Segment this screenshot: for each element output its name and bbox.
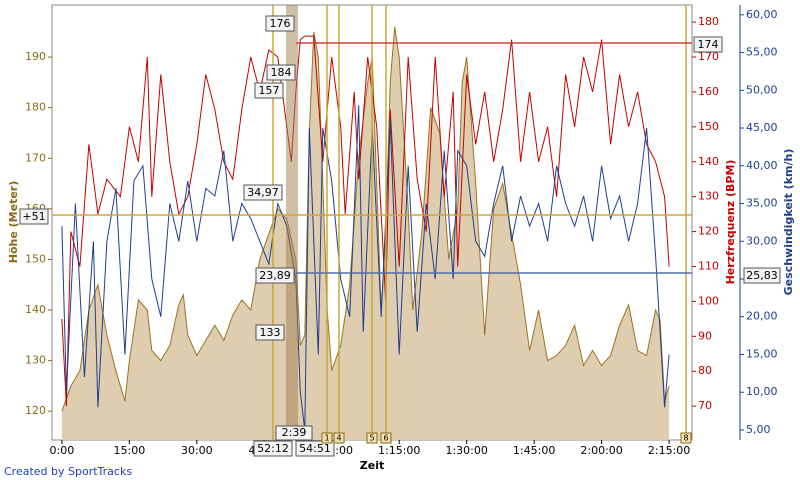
- y3-tick-label: 45,00: [746, 121, 778, 134]
- x-tick-label: 30:00: [181, 444, 213, 457]
- y2-axis-title: Herzfrequenz (BPM): [724, 160, 737, 285]
- annotation-box: 157: [254, 82, 284, 99]
- annotation: 52:12: [257, 442, 289, 455]
- annotation-box: 25,83: [743, 267, 781, 284]
- y3-tick-label: 5,00: [746, 423, 771, 436]
- y-tick-label: 130: [25, 354, 46, 367]
- annotation-box: 133: [255, 324, 285, 341]
- y2-tick-label: 90: [698, 329, 712, 342]
- plot-layer: [61, 26, 670, 441]
- marker-label: 8: [683, 434, 688, 443]
- y2-tick-label: 150: [698, 120, 719, 133]
- annotation: 176: [270, 17, 291, 30]
- y3-tick-label: 60,00: [746, 8, 778, 21]
- y2-tick-label: 180: [698, 15, 719, 28]
- axes: 0:0015:0030:0045:001:00:001:15:001:30:00…: [25, 5, 778, 457]
- annotation-box: 54:51: [295, 440, 335, 457]
- y2-tick-label: 130: [698, 190, 719, 203]
- selection: [286, 5, 298, 440]
- y2-tick-label: 160: [698, 85, 719, 98]
- credit: Created by SportTracks: [4, 465, 132, 478]
- x-tick-label: 0:00: [50, 444, 75, 457]
- marker-label: 4: [336, 434, 341, 443]
- annotation: 54:51: [299, 442, 331, 455]
- y3-tick-label: 55,00: [746, 46, 778, 59]
- x-tick-label: 2:15:00: [648, 444, 690, 457]
- y-tick-label: 190: [25, 50, 46, 63]
- y3-tick-label: 35,00: [746, 197, 778, 210]
- y2-tick-label: 120: [698, 225, 719, 238]
- y3-tick-label: 50,00: [746, 83, 778, 96]
- annotation: 157: [259, 84, 280, 97]
- annotation-box: 34,97: [243, 184, 283, 201]
- marker-tag: 4: [333, 432, 345, 444]
- annotation: +51: [22, 210, 45, 223]
- annotation-box: 2:39: [275, 425, 313, 441]
- annotation: 174: [698, 38, 719, 51]
- y3-tick-label: 10,00: [746, 385, 778, 398]
- annotation: 184: [271, 66, 292, 79]
- y-tick-label: 170: [25, 151, 46, 164]
- annotation-box: 184: [266, 64, 296, 81]
- y2-tick-label: 100: [698, 294, 719, 307]
- series-line: [61, 105, 670, 431]
- x-axis-title: Zeit: [360, 459, 384, 472]
- y3-axis-title: Geschwindigkeit (km/h): [782, 149, 795, 296]
- y-tick-label: 120: [25, 404, 46, 417]
- annotation-box: 52:12: [253, 440, 293, 457]
- y-axis-title: Höhe (Meter): [7, 181, 20, 264]
- y-tick-label: 150: [25, 252, 46, 265]
- y3-tick-label: 15,00: [746, 347, 778, 360]
- marker-label: 1: [324, 434, 329, 443]
- marker-label: 5: [369, 434, 374, 443]
- x-tick-label: 1:15:00: [378, 444, 420, 457]
- marker-tag: 5: [366, 432, 378, 444]
- y2-tick-label: 170: [698, 50, 719, 63]
- annotation-box: +51: [19, 208, 49, 225]
- annotation: 25,83: [746, 269, 778, 282]
- y3-tick-label: 20,00: [746, 310, 778, 323]
- marker-label: 6: [383, 434, 388, 443]
- y2-tick-label: 80: [698, 364, 712, 377]
- y2-tick-label: 110: [698, 259, 719, 272]
- annotation: 133: [260, 326, 281, 339]
- annotation: 23,89: [259, 269, 291, 282]
- x-tick-label: 1:45:00: [513, 444, 555, 457]
- y-tick-label: 180: [25, 101, 46, 114]
- x-tick-label: 1:30:00: [445, 444, 487, 457]
- x-tick-label: 2:00:00: [580, 444, 622, 457]
- marker-tag: 6: [380, 432, 392, 444]
- series-line: [61, 35, 670, 407]
- y3-tick-label: 30,00: [746, 234, 778, 247]
- y2-tick-label: 140: [698, 155, 719, 168]
- annotation-box: 174: [693, 36, 723, 53]
- marker-tag: 8: [680, 432, 692, 444]
- y2-tick-label: 70: [698, 399, 712, 412]
- annotation-box: 176: [265, 15, 295, 32]
- y3-tick-label: 40,00: [746, 159, 778, 172]
- marker-tag: 1: [321, 432, 333, 444]
- x-tick-label: 15:00: [114, 444, 146, 457]
- annotation: 34,97: [247, 186, 279, 199]
- elevation-area: [61, 26, 670, 441]
- annotation-box: 23,89: [255, 267, 295, 284]
- y-tick-label: 140: [25, 303, 46, 316]
- series-line: [61, 26, 670, 412]
- annotation: 2:39: [282, 426, 307, 439]
